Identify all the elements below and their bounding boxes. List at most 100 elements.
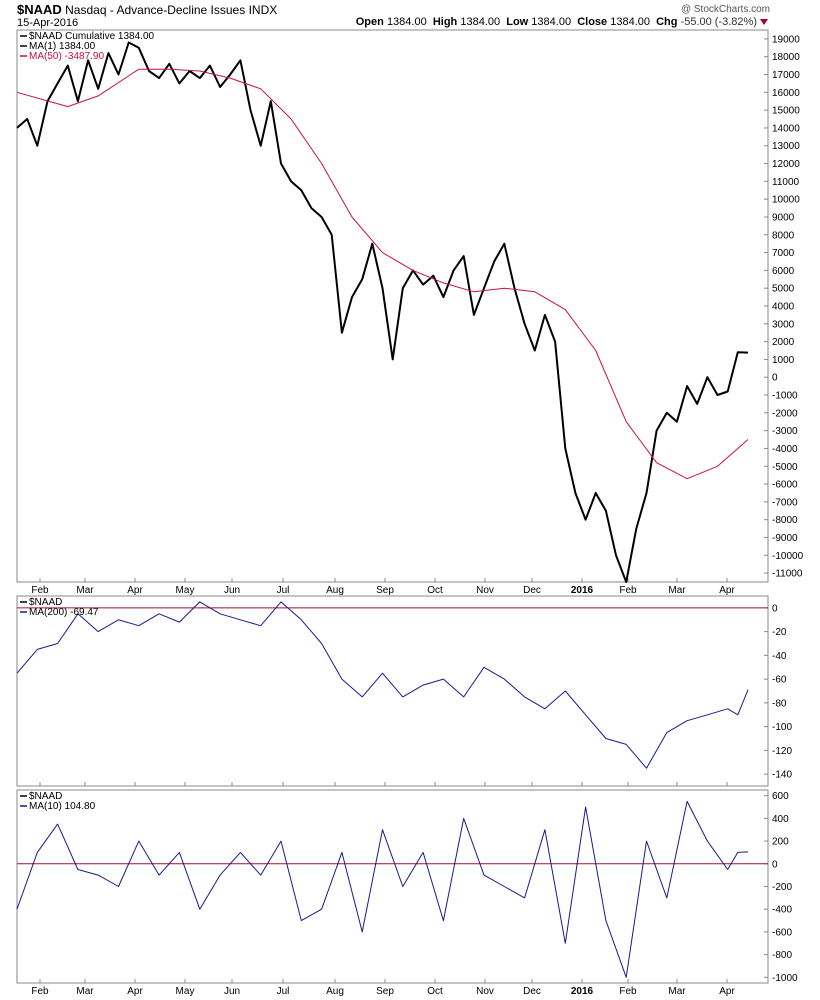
- legend-label: MA(10) 104.80: [29, 801, 96, 812]
- y-tick-label: 2000: [772, 337, 795, 348]
- y-tick-label: -100: [772, 722, 792, 733]
- x-tick-label: Feb: [619, 585, 637, 596]
- series-line-1-0: [16, 601, 749, 769]
- high-value: 1384.00: [460, 16, 501, 28]
- panel-frame-0: [16, 29, 769, 583]
- y-tick-label: 4000: [772, 302, 795, 313]
- y-tick-label: -20: [772, 627, 787, 638]
- x-tick-label: Jul: [277, 986, 290, 997]
- y-tick-label: 6000: [772, 266, 795, 277]
- y-tick-label: 17000: [772, 70, 800, 81]
- y-tick-label: 7000: [772, 248, 795, 259]
- x-tick-label: May: [176, 585, 195, 596]
- y-tick-label: -1000: [772, 391, 798, 402]
- high-label: High: [432, 16, 458, 28]
- panel-frame-1: [16, 595, 769, 787]
- y-tick-label: -600: [772, 927, 792, 938]
- x-tick-label: Apr: [719, 585, 735, 596]
- y-tick-label: 8000: [772, 230, 795, 241]
- x-tick-label: Mar: [668, 986, 686, 997]
- legend-label: MA(200) -69.47: [29, 607, 99, 618]
- x-tick-label: Aug: [326, 986, 344, 997]
- y-tick-label: -80: [772, 698, 787, 709]
- y-tick-label: 400: [772, 814, 789, 825]
- credit: @ StockCharts.com: [680, 4, 770, 15]
- x-tick-label: Oct: [427, 585, 443, 596]
- x-tick-label: Sep: [376, 585, 394, 596]
- y-tick-label: -200: [772, 882, 792, 893]
- y-tick-label: -2000: [772, 408, 798, 419]
- y-tick-label: -1000: [772, 973, 798, 984]
- y-tick-label: 0: [772, 603, 778, 614]
- close-label: Close: [577, 16, 608, 28]
- chg-label: Chg: [656, 16, 678, 28]
- y-tick-label: 9000: [772, 212, 795, 223]
- x-tick-label: Jun: [224, 585, 240, 596]
- y-tick-label: 0: [772, 859, 778, 870]
- y-tick-label: -9000: [772, 533, 798, 544]
- x-tick-label: Aug: [326, 585, 344, 596]
- legend-label: MA(50) -3487.90: [29, 51, 104, 62]
- series-line-0-0: [16, 41, 749, 583]
- exchange: INDX: [248, 3, 278, 17]
- x-tick-label: Jul: [277, 585, 290, 596]
- chart-date: 15-Apr-2016: [17, 17, 79, 29]
- x-tick-label: Oct: [427, 986, 443, 997]
- y-tick-label: -7000: [772, 497, 798, 508]
- open-label: Open: [355, 16, 384, 28]
- y-tick-label: -120: [772, 746, 792, 757]
- low-value: 1384.00: [531, 16, 572, 28]
- y-tick-label: -800: [772, 950, 792, 961]
- y-tick-label: -6000: [772, 480, 798, 491]
- series-line-0-1: [16, 68, 749, 480]
- y-tick-label: 0: [772, 373, 778, 384]
- x-tick-label: 2016: [571, 585, 594, 596]
- y-tick-label: -11000: [772, 569, 803, 580]
- y-tick-label: 200: [772, 837, 789, 848]
- y-tick-label: 3000: [772, 319, 795, 330]
- x-tick-label: Feb: [31, 986, 49, 997]
- y-tick-label: -4000: [772, 444, 798, 455]
- y-tick-label: 5000: [772, 284, 795, 295]
- x-tick-label: May: [176, 986, 195, 997]
- y-tick-label: 600: [772, 791, 789, 802]
- x-tick-label: Sep: [376, 986, 394, 997]
- x-tick-label: Dec: [523, 585, 541, 596]
- low-label: Low: [506, 16, 529, 28]
- x-tick-label: Dec: [523, 986, 541, 997]
- y-tick-label: -60: [772, 675, 787, 686]
- y-tick-label: 10000: [772, 195, 800, 206]
- y-tick-label: -140: [772, 770, 792, 781]
- y-tick-label: -8000: [772, 515, 798, 526]
- close-value: 1384.00: [610, 16, 650, 28]
- series-line-2-0: [16, 800, 749, 978]
- chart-title: $NAAD Nasdaq - Advance-Decline Issues IN…: [17, 2, 277, 17]
- y-tick-label: 11000: [772, 177, 800, 188]
- y-tick-label: 18000: [772, 52, 800, 63]
- y-tick-label: -40: [772, 651, 787, 662]
- x-tick-label: Feb: [31, 585, 49, 596]
- chg-value: -55.00 (-3.82%): [680, 16, 757, 28]
- legend-label: $NAAD Cumulative 1384.00: [29, 31, 155, 42]
- y-tick-label: 15000: [772, 106, 800, 117]
- x-tick-label: Mar: [76, 986, 94, 997]
- y-tick-label: 16000: [772, 88, 800, 99]
- x-tick-label: Mar: [668, 585, 686, 596]
- x-tick-label: Apr: [127, 986, 143, 997]
- ohlc-readout: Open 1384.00 High 1384.00 Low 1384.00 Cl…: [356, 16, 768, 28]
- legend-label: $NAAD: [29, 597, 62, 608]
- open-value: 1384.00: [386, 16, 427, 28]
- y-tick-label: -400: [772, 905, 792, 916]
- legend-label: $NAAD: [29, 791, 62, 802]
- y-tick-label: -3000: [772, 426, 798, 437]
- y-tick-label: 14000: [772, 123, 800, 134]
- x-tick-label: Mar: [76, 585, 94, 596]
- y-tick-label: 13000: [772, 141, 800, 152]
- x-tick-label: 2016: [571, 986, 594, 997]
- symbol: $NAAD: [17, 2, 62, 17]
- y-tick-label: 12000: [772, 159, 800, 170]
- x-tick-label: Nov: [476, 986, 494, 997]
- y-tick-label: -10000: [772, 551, 804, 562]
- x-tick-label: Apr: [719, 986, 735, 997]
